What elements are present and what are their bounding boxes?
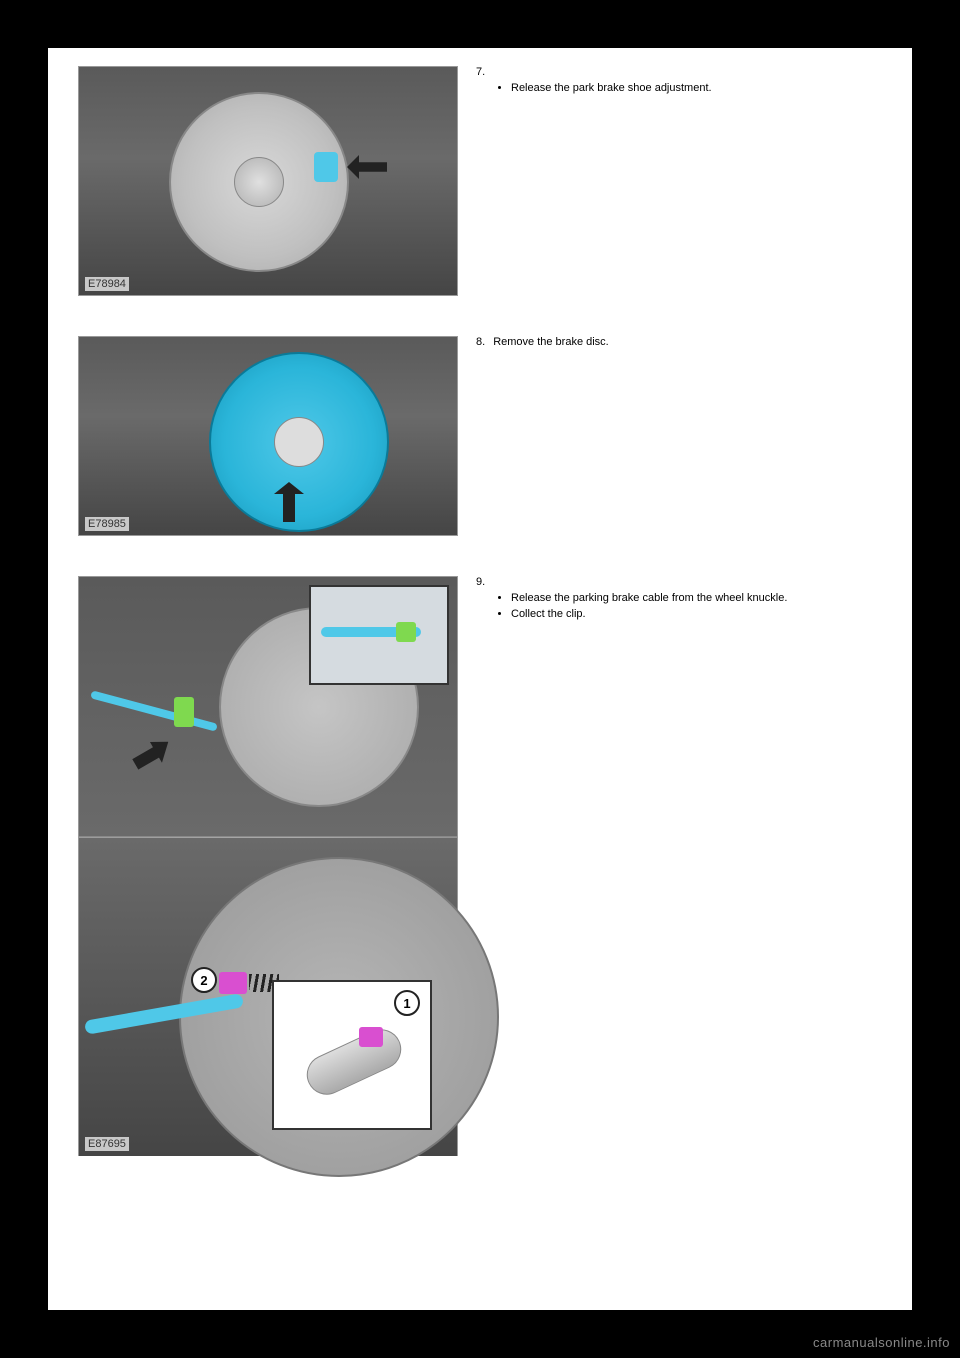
- figure-label: E87695: [85, 1137, 129, 1151]
- bullet-item: Release the parking brake cable from the…: [511, 591, 882, 605]
- step-7-text: 7. Release the park brake shoe adjustmen…: [476, 66, 882, 296]
- callout-2: 2: [191, 967, 217, 993]
- figure-e87695: 2 1 E87695: [78, 576, 458, 1156]
- step-number: 9.: [476, 576, 485, 588]
- bullet-item: Release the park brake shoe adjustment.: [511, 81, 882, 95]
- step-7-bullets: Release the park brake shoe adjustment.: [476, 81, 882, 95]
- step-7-figure: E78984: [78, 66, 458, 296]
- step-9: 2 1 E87695 9. Release the parking brake …: [78, 576, 882, 1156]
- step-9-figure: 2 1 E87695: [78, 576, 458, 1156]
- watermark-text: carmanualsonline.info: [813, 1335, 950, 1350]
- step-number: 8.: [476, 336, 485, 348]
- step-9-text: 9. Release the parking brake cable from …: [476, 576, 882, 1156]
- bullet-item: Collect the clip.: [511, 607, 882, 621]
- figure-label: E78984: [85, 277, 129, 291]
- page-container: E78984 7. Release the park brake shoe ad…: [48, 48, 912, 1310]
- figure-e78984: E78984: [78, 66, 458, 296]
- step-7: E78984 7. Release the park brake shoe ad…: [78, 66, 882, 296]
- step-9-bullets: Release the parking brake cable from the…: [476, 591, 882, 622]
- step-8-text: 8. Remove the brake disc.: [476, 336, 882, 536]
- content-area: E78984 7. Release the park brake shoe ad…: [48, 48, 912, 1214]
- step-text-content: Remove the brake disc.: [493, 336, 609, 348]
- step-8-figure: E78985: [78, 336, 458, 536]
- figure-e78985: E78985: [78, 336, 458, 536]
- figure-label: E78985: [85, 517, 129, 531]
- step-8: E78985 8. Remove the brake disc.: [78, 336, 882, 536]
- callout-1: 1: [394, 990, 420, 1016]
- step-number: 7.: [476, 66, 485, 78]
